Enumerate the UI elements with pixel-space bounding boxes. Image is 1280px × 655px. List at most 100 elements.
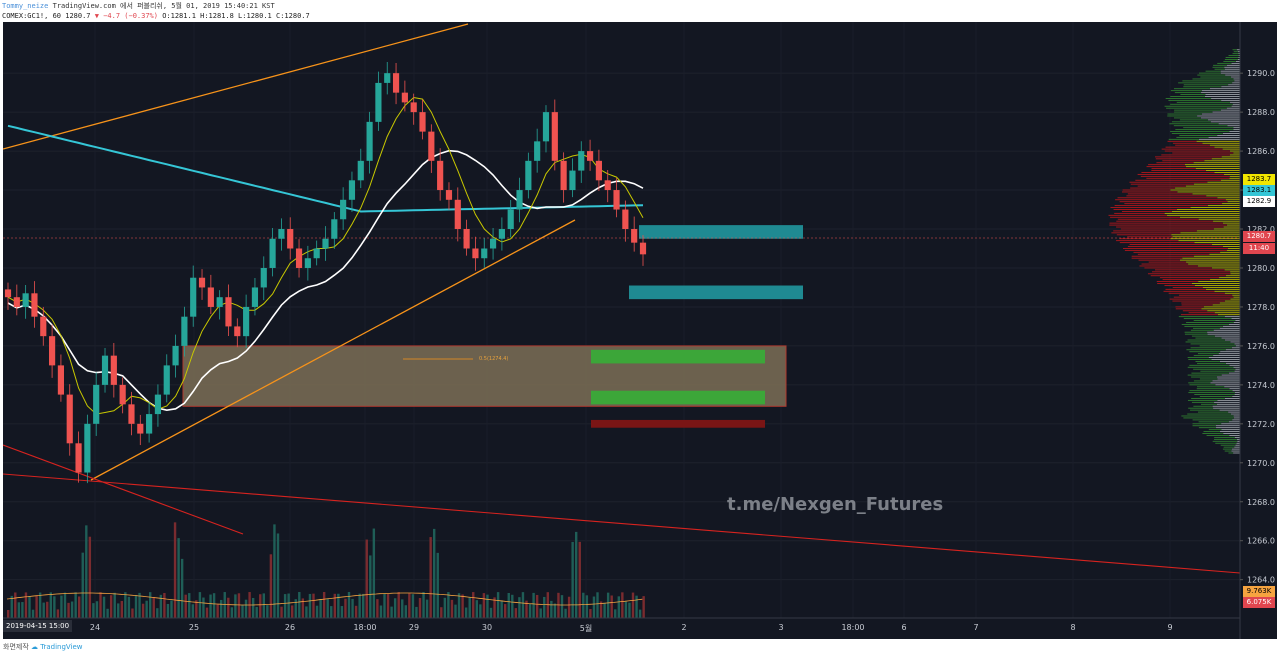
footer-caption: 화면제작 <box>3 643 29 651</box>
profile-row <box>1192 78 1234 80</box>
profile-row <box>1226 107 1240 109</box>
candle-body <box>57 365 65 395</box>
profile-row <box>1235 368 1240 370</box>
profile-row <box>1191 372 1229 374</box>
profile-row <box>1207 333 1240 335</box>
profile-row <box>1127 246 1223 247</box>
profile-row <box>1199 396 1233 397</box>
volume-bar <box>149 592 152 618</box>
candle-body <box>278 229 285 239</box>
profile-row <box>1228 84 1240 86</box>
time-tick-label: 8 <box>1070 623 1076 632</box>
profile-row <box>1233 152 1240 154</box>
volume-bar <box>564 608 567 618</box>
volume-bar <box>227 597 230 618</box>
price-chart[interactable]: 1290.01288.01286.01284.01282.01280.01278… <box>3 22 1277 639</box>
profile-row <box>1235 60 1240 62</box>
volume-bar <box>237 593 241 618</box>
stop-zone <box>591 419 765 428</box>
volume-bar <box>291 605 294 618</box>
profile-row <box>1212 304 1240 306</box>
volume-bar <box>472 592 475 618</box>
candle-body <box>595 160 602 181</box>
candle-body <box>622 209 629 230</box>
volume-bar <box>621 592 624 618</box>
profile-row <box>1214 335 1240 337</box>
profile-row <box>1231 318 1240 320</box>
profile-row <box>1212 66 1225 68</box>
time-tick-label: 24 <box>89 623 101 632</box>
profile-row <box>1222 246 1240 247</box>
author-link[interactable]: Tommy_neize <box>2 2 49 10</box>
volume-bar <box>461 594 464 618</box>
profile-row <box>1226 249 1240 251</box>
profile-row <box>1144 267 1212 269</box>
candle-body <box>251 287 259 307</box>
volume-bar <box>177 538 180 618</box>
volume-bar <box>24 592 28 618</box>
profile-row <box>1192 423 1222 425</box>
volume-bar <box>606 592 610 618</box>
profile-row <box>1195 360 1220 362</box>
volume-bar <box>500 600 503 618</box>
volume-bar <box>457 593 461 618</box>
profile-row <box>1197 362 1226 364</box>
candle-body <box>410 102 417 113</box>
candle-body <box>578 151 585 171</box>
long-downtrend-line <box>3 473 1241 574</box>
profile-row <box>1238 53 1240 55</box>
footer-brand[interactable]: TradingView <box>40 643 83 651</box>
profile-row <box>1190 207 1240 208</box>
profile-row <box>1147 273 1231 275</box>
volume-bar <box>152 597 155 618</box>
profile-row <box>1233 415 1240 417</box>
volume-bar <box>585 595 589 618</box>
profile-row <box>1116 234 1172 236</box>
profile-row <box>1229 154 1240 156</box>
profile-row <box>1181 323 1229 325</box>
profile-row <box>1217 62 1232 64</box>
profile-row <box>1174 92 1202 94</box>
profile-row <box>1180 232 1240 234</box>
profile-row <box>1234 392 1240 394</box>
profile-row <box>1220 444 1236 446</box>
profile-row <box>1201 90 1240 92</box>
profile-row <box>1224 386 1240 388</box>
profile-row <box>1232 294 1240 296</box>
price-tick-label: 1288.0 <box>1247 108 1275 117</box>
volume-bar <box>127 596 131 618</box>
profile-row <box>1233 127 1240 129</box>
profile-row <box>1220 109 1240 111</box>
profile-row <box>1214 146 1240 148</box>
candle-body <box>384 73 391 83</box>
profile-row <box>1181 304 1213 306</box>
price-tick-label: 1270.0 <box>1247 459 1275 468</box>
candle-body <box>322 238 329 249</box>
price-tick-label: 1282.0 <box>1247 225 1275 234</box>
upper-channel-line <box>3 23 469 150</box>
volume-bar <box>496 592 500 618</box>
profile-row <box>1197 74 1226 76</box>
candle-body <box>128 404 135 424</box>
candle-body <box>243 306 250 337</box>
volume-bar <box>63 592 67 618</box>
profile-row <box>1189 351 1221 353</box>
trendlines[interactable] <box>3 23 1241 574</box>
volume-bar <box>305 606 308 618</box>
profile-row <box>1167 115 1198 117</box>
profile-row <box>1227 125 1240 127</box>
candle-body <box>525 160 532 191</box>
profile-row <box>1199 378 1218 380</box>
profile-row <box>1192 193 1240 195</box>
profile-row <box>1232 53 1239 55</box>
profile-row <box>1188 359 1212 360</box>
profile-row <box>1207 310 1240 312</box>
candle-body <box>13 297 20 307</box>
resistance-zone-lower <box>629 285 803 300</box>
profile-row <box>1193 183 1240 185</box>
profile-row <box>1114 212 1165 214</box>
volume-bar <box>557 592 560 618</box>
candle-body <box>534 141 541 161</box>
profile-row <box>1198 218 1240 220</box>
profile-row <box>1183 86 1222 88</box>
